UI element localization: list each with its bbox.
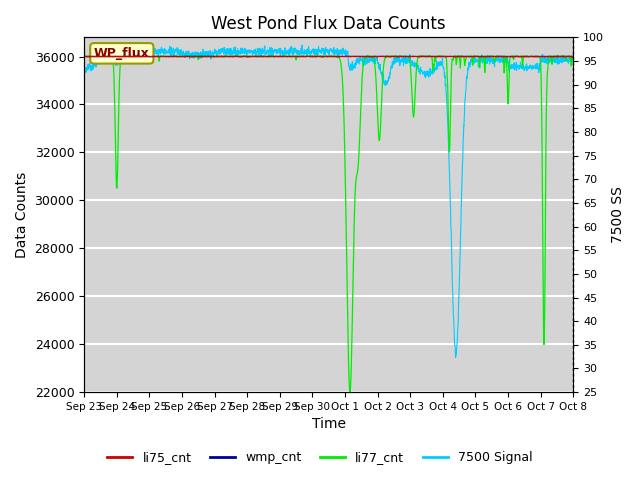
Y-axis label: Data Counts: Data Counts (15, 172, 29, 258)
Legend: li75_cnt, wmp_cnt, li77_cnt, 7500 Signal: li75_cnt, wmp_cnt, li77_cnt, 7500 Signal (102, 446, 538, 469)
X-axis label: Time: Time (312, 418, 346, 432)
Y-axis label: 7500 SS: 7500 SS (611, 186, 625, 243)
Text: WP_flux: WP_flux (94, 47, 150, 60)
Title: West Pond Flux Data Counts: West Pond Flux Data Counts (211, 15, 446, 33)
